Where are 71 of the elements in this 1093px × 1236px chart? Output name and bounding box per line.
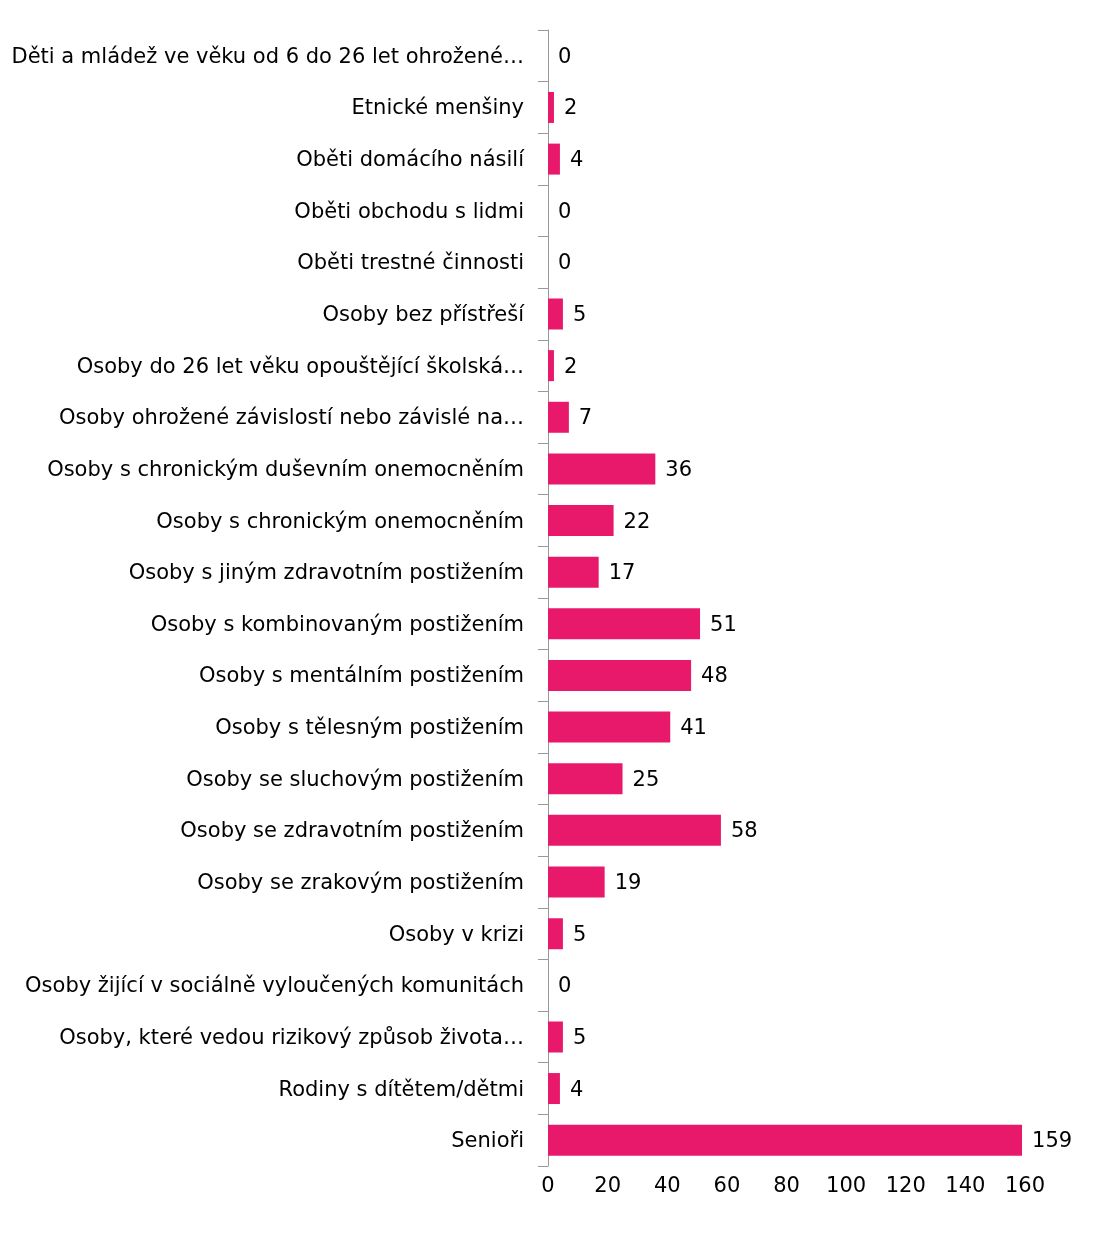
data-label: 2 xyxy=(563,353,578,378)
x-tick-label: 60 xyxy=(713,1172,741,1197)
bar xyxy=(548,143,560,175)
bar xyxy=(548,91,554,123)
y-tick-label: Osoby s kombinovaným postižením xyxy=(150,611,524,636)
y-tick-label: Osoby žijící v sociálně vyloučených komunitách xyxy=(25,973,524,998)
y-tick-label: Osoby, které vedou rizikový způsob života… xyxy=(59,1024,524,1049)
bar xyxy=(548,866,605,898)
bar xyxy=(548,763,623,795)
bar xyxy=(548,1021,563,1053)
x-tick-label: 40 xyxy=(653,1172,681,1197)
y-tick-label: Osoby v krizi xyxy=(388,921,524,946)
y-tick-label: Oběti domácího násilí xyxy=(296,147,526,172)
data-label: 36 xyxy=(665,456,693,481)
data-label: 25 xyxy=(632,766,660,791)
y-tick-label: Oběti obchodu s lidmi xyxy=(294,198,524,223)
data-label: 51 xyxy=(710,611,737,636)
y-tick-label: Osoby s tělesným postižením xyxy=(215,715,524,740)
data-label: 0 xyxy=(558,250,572,275)
x-tick-label: 20 xyxy=(594,1172,621,1197)
y-tick-label: Osoby do 26 let věku opouštějící školská… xyxy=(76,353,524,378)
x-tick-label: 140 xyxy=(945,1172,986,1197)
data-label: 0 xyxy=(558,198,572,223)
data-label: 22 xyxy=(623,508,651,533)
x-tick-label: 120 xyxy=(885,1172,926,1197)
data-label: 0 xyxy=(558,43,572,68)
y-tick-label: Etnické menšiny xyxy=(351,95,524,120)
bar xyxy=(548,556,599,588)
y-tick-label: Osoby se sluchovým postižením xyxy=(186,766,524,791)
data-label: 5 xyxy=(572,302,587,326)
x-tick-label: 80 xyxy=(773,1172,800,1197)
y-tick-label: Osoby s chronickým duševním onemocněním xyxy=(47,456,524,481)
y-tick-label: Osoby s jiným zdravotním postižením xyxy=(128,560,524,585)
bar xyxy=(548,505,614,537)
data-label: 2 xyxy=(563,95,578,120)
bar xyxy=(548,1124,1023,1156)
y-tick-label: Osoby bez přístřeší xyxy=(322,302,526,326)
y-tick-label: Oběti trestné činnosti xyxy=(297,250,524,275)
bar xyxy=(548,814,721,846)
data-label: 19 xyxy=(614,870,642,894)
data-label: 17 xyxy=(608,560,636,585)
bar xyxy=(548,453,656,485)
bar xyxy=(548,659,692,691)
bar xyxy=(548,711,671,743)
y-tick-label: Rodiny s dítětem/dětmi xyxy=(278,1076,524,1101)
y-tick-label: Osoby ohrožené závislostí nebo závislé na… xyxy=(58,405,524,430)
data-label: 41 xyxy=(680,715,707,740)
x-tick-label: 160 xyxy=(1004,1172,1046,1197)
data-label: 5 xyxy=(572,1024,587,1049)
bar xyxy=(548,350,554,382)
data-label: 159 xyxy=(1032,1128,1073,1153)
data-label: 4 xyxy=(569,147,584,172)
data-label: 4 xyxy=(569,1076,584,1101)
data-label: 58 xyxy=(730,818,758,843)
y-tick-label: Osoby s chronickým onemocněním xyxy=(156,508,524,533)
x-tick-label: 100 xyxy=(826,1172,867,1197)
x-tick-label: 0 xyxy=(541,1172,555,1197)
y-tick-label: Osoby se zrakovým postižením xyxy=(197,870,524,894)
y-tick-label: Osoby se zdravotním postižením xyxy=(180,818,524,843)
y-tick-label: Děti a mládež ve věku od 6 do 26 let ohrožené… xyxy=(11,43,524,68)
y-tick-label: Senioři xyxy=(451,1128,524,1153)
bar xyxy=(548,298,563,330)
data-label: 0 xyxy=(558,973,572,998)
data-label: 48 xyxy=(701,663,728,688)
bar xyxy=(548,918,563,950)
bar xyxy=(548,1073,560,1105)
y-tick-label: Osoby s mentálním postižením xyxy=(199,663,524,688)
bar xyxy=(548,401,569,433)
data-label: 5 xyxy=(572,921,587,946)
bar xyxy=(548,608,701,640)
data-label: 7 xyxy=(578,405,593,430)
